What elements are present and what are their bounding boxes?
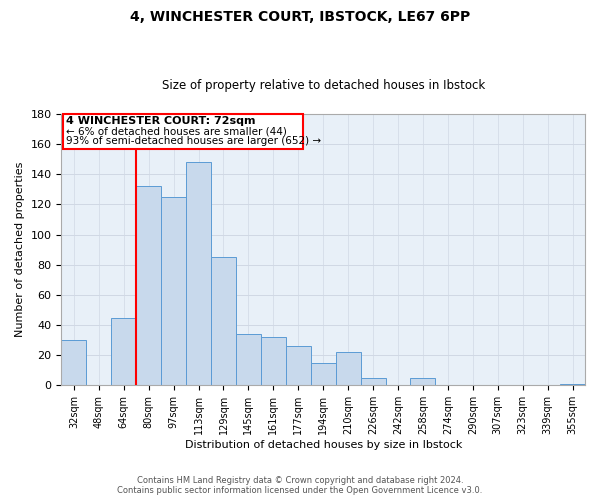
Bar xyxy=(61,340,86,386)
Text: Contains HM Land Registry data © Crown copyright and database right 2024.
Contai: Contains HM Land Registry data © Crown c… xyxy=(118,476,482,495)
Text: ← 6% of detached houses are smaller (44): ← 6% of detached houses are smaller (44) xyxy=(67,126,287,136)
Bar xyxy=(560,384,585,386)
Bar xyxy=(161,197,186,386)
Bar xyxy=(211,257,236,386)
X-axis label: Distribution of detached houses by size in Ibstock: Distribution of detached houses by size … xyxy=(185,440,462,450)
Bar xyxy=(286,346,311,386)
Text: 4, WINCHESTER COURT, IBSTOCK, LE67 6PP: 4, WINCHESTER COURT, IBSTOCK, LE67 6PP xyxy=(130,10,470,24)
Bar xyxy=(186,162,211,386)
Bar xyxy=(410,378,436,386)
Text: 93% of semi-detached houses are larger (652) →: 93% of semi-detached houses are larger (… xyxy=(67,136,322,146)
Text: 4 WINCHESTER COURT: 72sqm: 4 WINCHESTER COURT: 72sqm xyxy=(67,116,256,126)
Bar xyxy=(335,352,361,386)
Bar xyxy=(311,362,335,386)
Y-axis label: Number of detached properties: Number of detached properties xyxy=(15,162,25,338)
Bar xyxy=(236,334,261,386)
Bar xyxy=(361,378,386,386)
Bar xyxy=(111,318,136,386)
FancyBboxPatch shape xyxy=(62,114,303,148)
Title: Size of property relative to detached houses in Ibstock: Size of property relative to detached ho… xyxy=(161,79,485,92)
Bar xyxy=(261,337,286,386)
Bar xyxy=(136,186,161,386)
